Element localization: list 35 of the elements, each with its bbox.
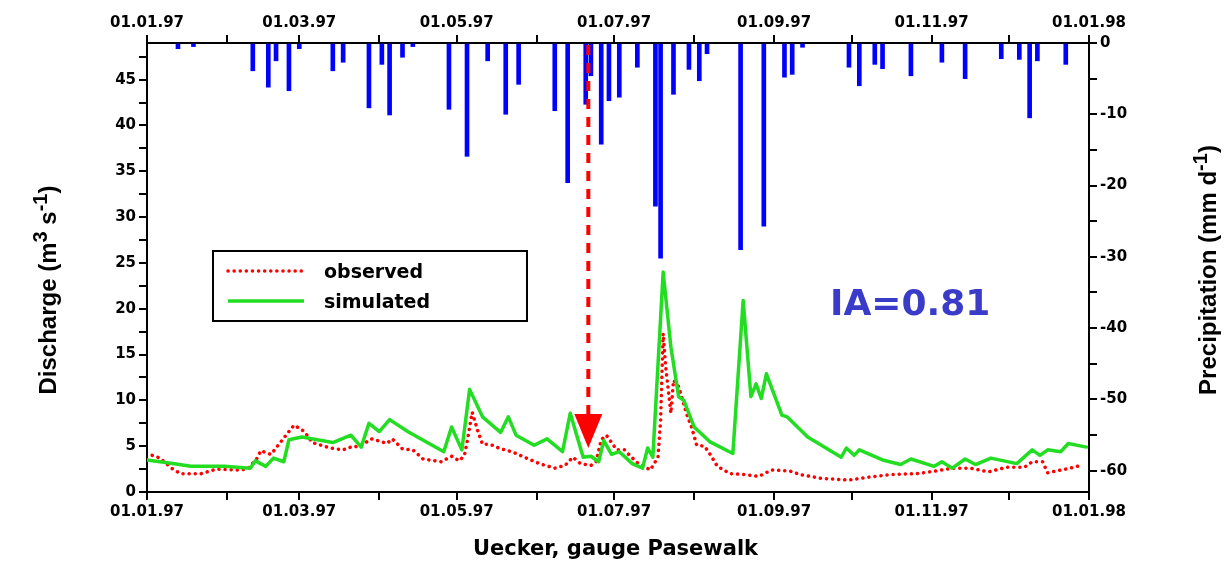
legend-label: observed — [324, 260, 424, 282]
x2-tick-label: 01.01.98 — [1051, 12, 1127, 31]
x-tick-label: 01.09.97 — [737, 501, 812, 520]
x2-tick-label: 01.11.97 — [894, 12, 969, 31]
y2-tick-label: 0 — [1100, 32, 1111, 51]
x2-tick-label: 01.09.97 — [737, 12, 812, 31]
y-tick-label: 0 — [125, 481, 136, 500]
x-tick-label: 01.05.97 — [419, 501, 494, 520]
y-tick-label: 40 — [115, 115, 136, 134]
y-tick-label: 25 — [115, 252, 136, 271]
x-tick-label: 01.03.97 — [262, 501, 337, 520]
x-tick-label: 01.07.97 — [577, 501, 652, 520]
annotation: IA=0.81 — [830, 282, 991, 323]
y-tick-label: 15 — [115, 344, 136, 363]
y-tick-label: 10 — [115, 390, 136, 409]
y2-tick-label: -20 — [1100, 175, 1128, 194]
y-tick-label: 20 — [115, 298, 136, 317]
x2-tick-label: 01.01.97 — [109, 12, 185, 31]
y2-tick-label: -50 — [1100, 389, 1128, 408]
y-tick-label: 45 — [115, 69, 136, 88]
x-tick-label: 01.01.97 — [109, 501, 185, 520]
x-tick-label: 01.01.98 — [1051, 501, 1127, 520]
y-tick-label: 30 — [115, 206, 136, 225]
x-axis-title: Uecker, gauge Pasewalk — [471, 536, 760, 560]
x2-tick-label: 01.03.97 — [262, 12, 337, 31]
legend-label: simulated — [324, 290, 431, 312]
y2-tick-label: -40 — [1100, 317, 1128, 336]
y-tick-label: 35 — [115, 161, 136, 180]
y-tick-label: 5 — [125, 436, 136, 455]
y2-tick-label: -30 — [1100, 246, 1128, 265]
x2-tick-label: 01.05.97 — [419, 12, 494, 31]
x-tick-label: 01.11.97 — [894, 501, 969, 520]
x2-tick-label: 01.07.97 — [577, 12, 652, 31]
y2-tick-label: -10 — [1100, 104, 1128, 123]
y2-tick-label: -60 — [1100, 460, 1128, 479]
